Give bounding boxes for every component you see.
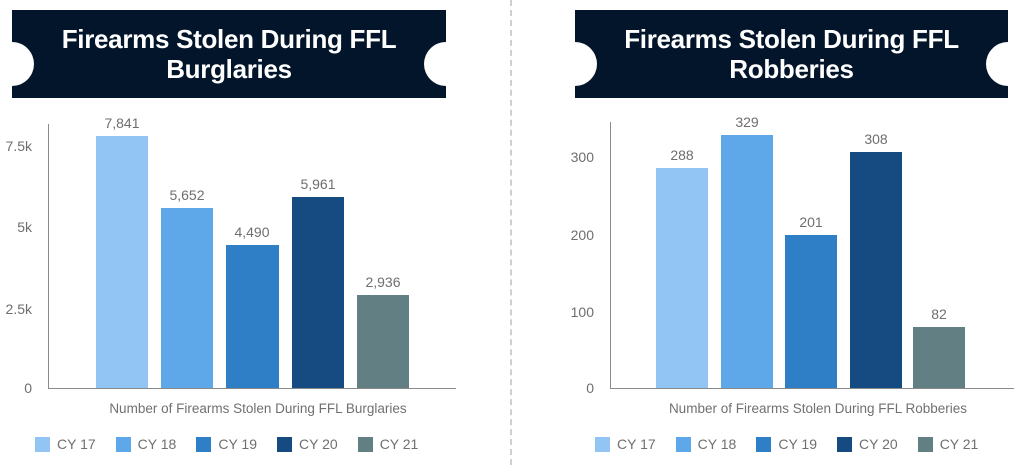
- legend-swatch: [837, 436, 853, 452]
- x-axis-label: Number of Firearms Stolen During FFL Bur…: [109, 401, 407, 416]
- bar-cy21: [357, 295, 409, 388]
- burglaries-banner: Firearms Stolen During FFL Burglaries: [0, 10, 468, 98]
- x-axis: [48, 388, 456, 389]
- robberies-title: Firearms Stolen During FFL Robberies: [624, 24, 959, 84]
- legend: CY 17 CY 18 CY 19 CY 20 CY 21: [35, 436, 438, 452]
- y-tick: 100: [570, 304, 594, 320]
- bar-value-label: 7,841: [104, 115, 140, 131]
- legend: CY 17 CY 18 CY 19 CY 20 CY 21: [595, 436, 998, 452]
- legend-swatch: [595, 436, 610, 452]
- bar-value-label: 5,961: [300, 176, 336, 192]
- panel-divider: [510, 0, 512, 465]
- y-tick: 0: [586, 380, 594, 396]
- legend-item: CY 19: [196, 436, 257, 452]
- bar-cy20: [850, 152, 902, 388]
- bar-cy18: [161, 208, 213, 388]
- legend-swatch: [196, 436, 212, 452]
- bar-cy19: [785, 235, 837, 388]
- y-axis: [610, 122, 611, 389]
- banner-notch-left: [0, 42, 34, 86]
- bar-cy17: [96, 136, 148, 388]
- x-axis-label: Number of Firearms Stolen During FFL Rob…: [668, 401, 968, 416]
- bar-value-label: 329: [735, 114, 759, 130]
- bar-cy17: [656, 168, 708, 388]
- legend-item: CY 17: [35, 436, 96, 452]
- legend-swatch: [756, 436, 772, 452]
- legend-item: CY 21: [357, 436, 418, 452]
- bar-value-label: 82: [931, 306, 947, 322]
- legend-item: CY 18: [675, 436, 736, 452]
- legend-item: CY 20: [277, 436, 338, 452]
- banner-notch-right: [424, 42, 468, 86]
- bar-value-label: 5,652: [169, 187, 205, 203]
- bar-cy20: [292, 197, 344, 388]
- legend-swatch: [675, 436, 691, 452]
- bar-value-label: 2,936: [365, 274, 401, 290]
- legend-item: CY 17: [595, 436, 656, 452]
- y-tick: 7.5k: [5, 138, 32, 154]
- y-tick: 0: [24, 380, 32, 396]
- y-tick: 200: [570, 227, 594, 243]
- legend-swatch: [917, 436, 933, 452]
- bar-value-label: 308: [864, 131, 888, 147]
- bar-cy18: [721, 135, 773, 388]
- burglaries-title: Firearms Stolen During FFL Burglaries: [61, 24, 397, 84]
- legend-item: CY 21: [917, 436, 978, 452]
- y-tick: 300: [570, 149, 594, 165]
- burglaries-chart-panel: Firearms Stolen During FFL Burglaries 7.…: [0, 0, 510, 471]
- bar-cy21: [913, 327, 965, 388]
- legend-item: CY 18: [115, 436, 176, 452]
- banner-notch-right: [986, 42, 1024, 86]
- legend-swatch: [35, 436, 50, 452]
- legend-swatch: [115, 436, 131, 452]
- robberies-chart-panel: Firearms Stolen During FFL Robberies 300…: [512, 0, 1024, 471]
- legend-item: CY 19: [756, 436, 817, 452]
- robberies-banner: Firearms Stolen During FFL Robberies: [553, 10, 1024, 98]
- y-tick: 5k: [17, 219, 32, 235]
- y-tick: 2.5k: [5, 301, 32, 317]
- bar-cy19: [226, 245, 279, 388]
- legend-swatch: [357, 436, 373, 452]
- x-axis: [610, 388, 1014, 389]
- legend-swatch: [277, 436, 293, 452]
- y-axis: [48, 124, 49, 389]
- bar-value-label: 4,490: [234, 224, 270, 240]
- bar-value-label: 201: [799, 214, 823, 230]
- banner-notch-left: [553, 42, 597, 86]
- bar-value-label: 288: [670, 147, 694, 163]
- legend-item: CY 20: [837, 436, 898, 452]
